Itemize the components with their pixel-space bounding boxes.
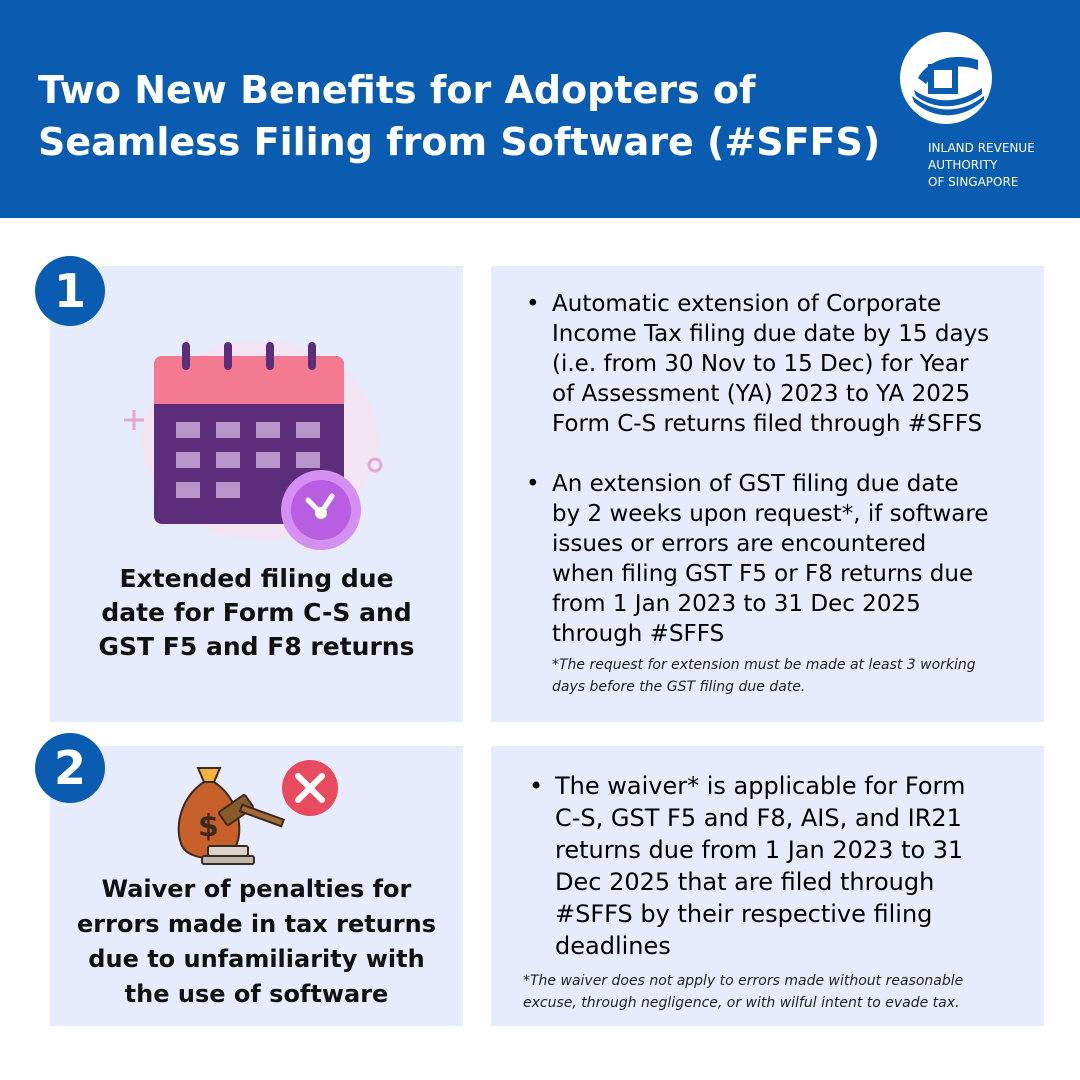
iras-logo-icon [900,32,992,124]
bullet-line: by 2 weeks upon request*, if software [552,501,989,527]
logo-text: INLAND REVENUE AUTHORITY OF SINGAPORE [928,140,1035,191]
benefit2-number-badge: 2 [35,733,105,803]
bullet-line: Automatic extension of Corporate [552,291,942,317]
money-bag-gavel-icon: $ [177,760,338,865]
note-line: *The request for extension must be made … [552,657,976,673]
header-banner: Two New Benefits for Adopters of Seamles… [0,0,1080,218]
benefit1-bullet-2: • An extension of GST filing due date by… [526,469,1012,649]
caption-line: due to unfamiliarity with [88,945,425,973]
title-line: Two New Benefits for Adopters of [38,68,756,112]
benefit2-bullet-1: • The waiver* is applicable for Form C-S… [529,770,1000,962]
caption-line: date for Form C-S and [101,598,412,627]
bullet-line: when filing GST F5 or F8 returns due [552,561,974,587]
note-line: excuse, through negligence, or with wilf… [523,995,960,1011]
note-line: *The waiver does not apply to errors mad… [523,973,964,989]
bullet-line: from 1 Jan 2023 to 31 Dec 2025 [552,591,921,617]
bullet-line: deadlines [555,932,671,960]
bullet-line: Form C-S returns filed through #SFFS [552,411,983,437]
bullet-dot: • [526,291,540,317]
bullet-line: through #SFFS [552,621,725,647]
logo-line: INLAND REVENUE [928,141,1035,155]
page-title: Two New Benefits for Adopters of Seamles… [38,64,881,168]
benefit2-details-panel [491,746,1044,1026]
benefit1-footnote: *The request for extension must be made … [552,654,976,698]
logo-line: OF SINGAPORE [928,175,1019,189]
bullet-line: Dec 2025 that are filed through [555,868,935,896]
caption-line: Waiver of penalties for [101,875,412,903]
bullet-line: Income Tax filing due date by 15 days [552,321,990,347]
bullet-dot: • [529,772,544,800]
benefit1-number-badge: 1 [35,256,105,326]
caption-line: the use of software [124,980,389,1008]
bullet-line: The waiver* is applicable for Form [555,772,966,800]
note-line: days before the GST filing due date. [552,679,806,695]
bullet-dot: • [526,471,540,497]
bullet-line: (i.e. from 30 Nov to 15 Dec) for Year [552,351,969,377]
logo-line: AUTHORITY [928,158,998,172]
benefit2-footnote: *The waiver does not apply to errors mad… [523,970,963,1014]
caption-line: GST F5 and F8 returns [98,632,415,661]
bullet-line: of Assessment (YA) 2023 to YA 2025 [552,381,971,407]
bullet-line: C-S, GST F5 and F8, AIS, and IR21 [555,804,962,832]
bullet-line: An extension of GST filing due date [552,471,959,497]
benefit2-summary-panel [50,746,463,1026]
caption-line: errors made in tax returns [77,910,436,938]
svg-text:$: $ [198,809,219,844]
benefit2-caption: Waiver of penalties for errors made in t… [50,872,463,1012]
benefit1-bullet-1: • Automatic extension of Corporate Incom… [526,289,1012,439]
bullet-line: issues or errors are encountered [552,531,927,557]
bullet-line: #SFFS by their respective filing [555,900,933,928]
benefit1-caption: Extended filing due date for Form C-S an… [50,562,463,664]
caption-line: Extended filing due [119,564,394,593]
benefit1-details-panel [491,266,1044,722]
bullet-line: returns due from 1 Jan 2023 to 31 [555,836,964,864]
title-line: Seamless Filing from Software (#SFFS) [38,120,881,164]
calendar-clock-icon [124,340,383,550]
